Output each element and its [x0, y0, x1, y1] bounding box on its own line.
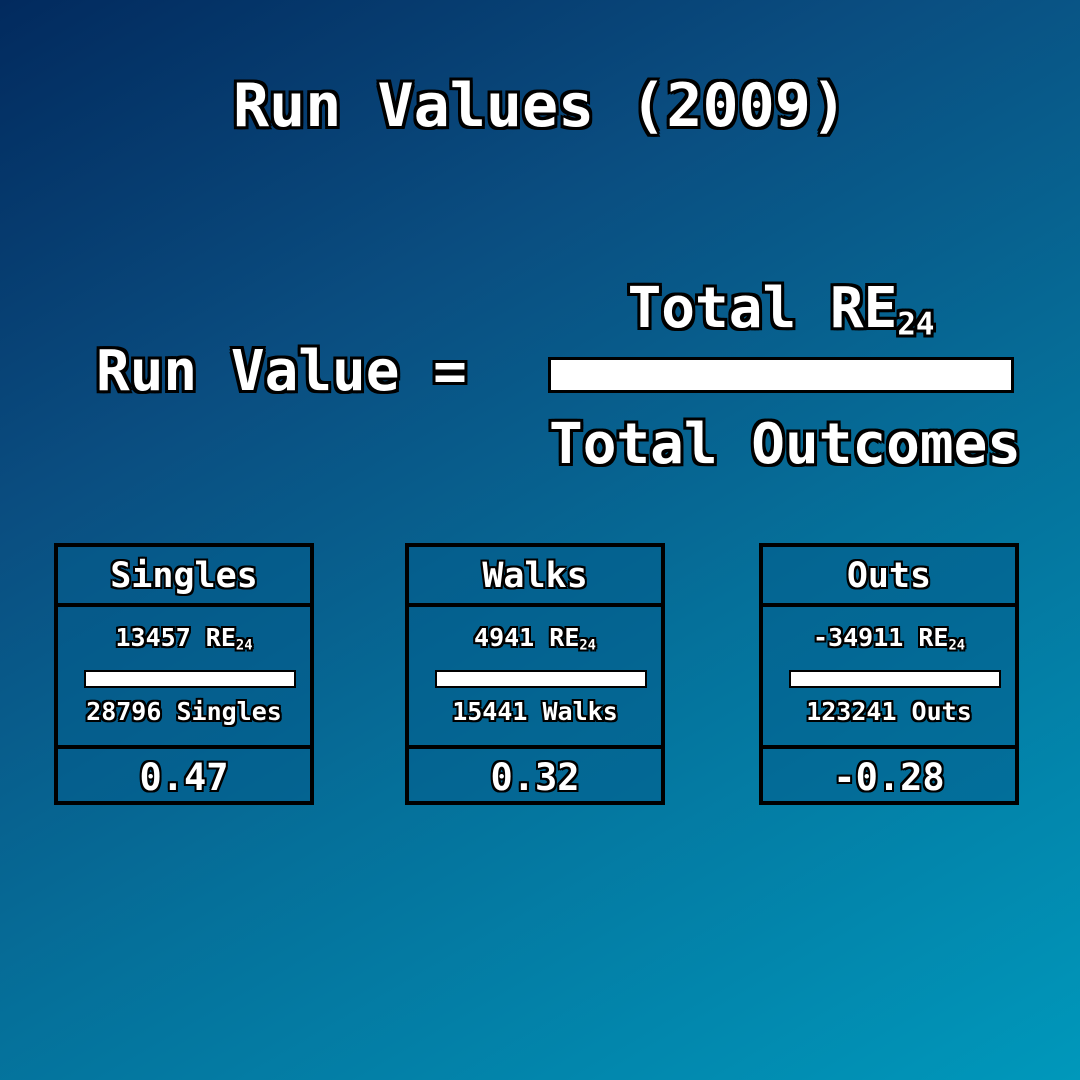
card-run-value: -0.28	[833, 756, 945, 799]
formula-lhs: Run Value =	[96, 339, 467, 404]
card-numerator: -34911 RE24	[763, 623, 1015, 653]
card-title: Walks	[409, 547, 661, 607]
card-numerator-subscript: 24	[579, 637, 596, 654]
card-fraction-bar	[84, 670, 296, 688]
card-denominator: 123241 Outs	[806, 697, 972, 726]
card-numerator-subscript: 24	[235, 637, 253, 654]
card-fraction-bar	[789, 670, 1001, 688]
formula-numerator: Total RE24	[548, 276, 1014, 342]
page-title: Run Values (2009)	[232, 71, 848, 141]
card-numerator-text: 13457 RE	[115, 623, 236, 652]
formula-numerator-text: Total RE	[627, 276, 898, 341]
card-walks: Walks 4941 RE24 15441 Walks 0.32	[405, 543, 665, 805]
card-numerator-subscript: 24	[948, 637, 966, 654]
card-denominator: 28796 Singles	[86, 697, 282, 726]
card-numerator-text: -34911 RE	[812, 623, 949, 652]
fraction-bar	[548, 357, 1014, 393]
card-title: Outs	[763, 547, 1015, 607]
card-outs: Outs -34911 RE24 123241 Outs -0.28	[759, 543, 1019, 805]
card-title: Singles	[58, 547, 310, 607]
card-singles: Singles 13457 RE24 28796 Singles 0.47	[54, 543, 314, 805]
formula-numerator-subscript: 24	[897, 306, 935, 343]
card-numerator: 13457 RE24	[58, 623, 310, 653]
card-denominator: 15441 Walks	[452, 697, 618, 726]
card-fraction-bar	[435, 670, 647, 688]
card-fraction: 13457 RE24 28796 Singles	[58, 607, 310, 749]
card-fraction: -34911 RE24 123241 Outs	[763, 607, 1015, 749]
card-run-value: 0.32	[490, 756, 580, 799]
card-run-value: 0.47	[139, 756, 229, 799]
card-numerator: 4941 RE24	[409, 623, 661, 653]
card-fraction: 4941 RE24 15441 Walks	[409, 607, 661, 749]
formula-denominator: Total Outcomes	[548, 412, 1021, 477]
card-numerator-text: 4941 RE	[474, 623, 580, 652]
